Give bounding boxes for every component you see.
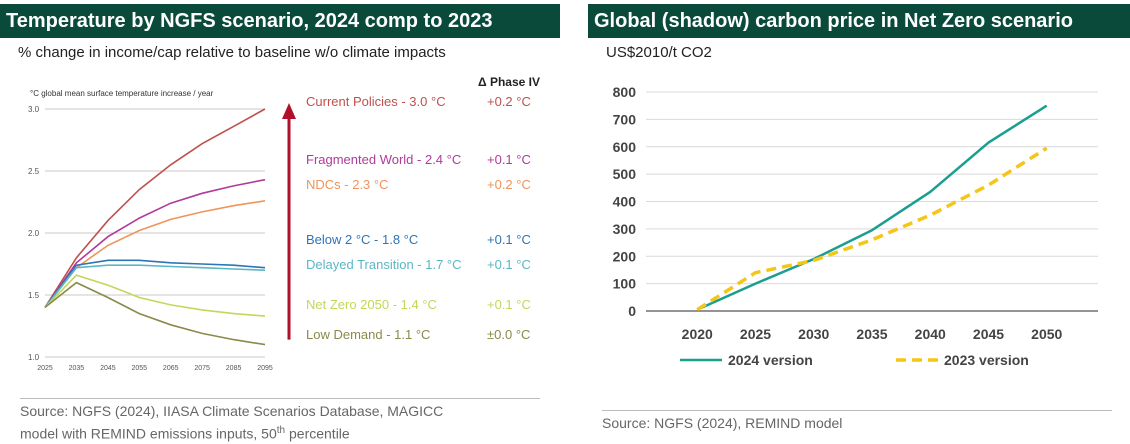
right-chart-title: Global (shadow) carbon price in Net Zero…: [588, 4, 1130, 38]
temp-series-line: [44, 281, 266, 346]
price-y-tick-label: 100: [613, 276, 637, 292]
scenario-delta: +0.2 °C: [487, 94, 531, 109]
left-source-line2: model with REMIND emissions inputs, 50: [20, 425, 277, 442]
temp-x-tick-label: 2035: [69, 365, 85, 372]
scenario-delta: +0.1 °C: [487, 297, 531, 312]
scenario-label: Below 2 °C - 1.8 °C: [306, 232, 418, 247]
price-x-tick-label: 2030: [798, 326, 829, 342]
price-y-tick-label: 600: [613, 139, 637, 155]
left-source-line1: Source: NGFS (2024), IIASA Climate Scena…: [20, 403, 444, 419]
temp-y-tick-label: 1.0: [28, 353, 40, 362]
scenario-delta: ±0.0 °C: [487, 327, 530, 342]
temp-series-line: [44, 200, 266, 308]
temp-x-tick-label: 2055: [131, 365, 147, 372]
left-source-line2-end: percentile: [285, 425, 350, 442]
left-chart-subtitle: % change in income/cap relative to basel…: [18, 44, 446, 61]
temp-x-tick-label: 2025: [37, 365, 53, 372]
scenario-delta: +0.1 °C: [487, 232, 531, 247]
price-y-tick-label: 700: [613, 111, 637, 127]
scenario-label: Net Zero 2050 - 1.4 °C: [306, 297, 437, 312]
price-x-tick-label: 2050: [1031, 326, 1062, 342]
price-x-tick-label: 2045: [973, 326, 1004, 342]
left-panel: Temperature by NGFS scenario, 2024 comp …: [0, 4, 560, 443]
temp-x-tick-label: 2075: [194, 365, 210, 372]
temp-series-line: [44, 259, 266, 308]
price-y-tick-label: 400: [613, 194, 637, 210]
price-y-tick-label: 200: [613, 248, 637, 264]
temp-x-tick-label: 2085: [226, 365, 242, 372]
scenario-delta: +0.1 °C: [487, 152, 531, 167]
series-line-2024: [696, 104, 1048, 311]
price-x-tick-label: 2020: [682, 326, 713, 342]
right-source: Source: NGFS (2024), REMIND model: [602, 410, 1112, 433]
temp-x-tick-label: 2065: [163, 365, 179, 372]
series-line-2023: [696, 146, 1048, 312]
scenario-label: Fragmented World - 2.4 °C: [306, 152, 461, 167]
right-panel: Global (shadow) carbon price in Net Zero…: [588, 4, 1130, 443]
scenario-label: Low Demand - 1.1 °C: [306, 327, 430, 342]
scenario-delta: +0.1 °C: [487, 257, 531, 272]
temp-x-tick-label: 2095: [257, 365, 273, 372]
temp-y-tick-label: 3.0: [28, 105, 40, 114]
temp-series-line: [44, 274, 266, 317]
scenario-label: Delayed Transition - 1.7 °C: [306, 257, 462, 272]
price-x-tick-label: 2035: [856, 326, 887, 342]
temp-y-tick-label: 2.5: [28, 167, 40, 176]
temp-series-line: [44, 108, 266, 308]
left-chart-title: Temperature by NGFS scenario, 2024 comp …: [0, 4, 560, 38]
carbon-price-chart: 0 100 200 300 400 500 600 700 800 2020 2025 2030 203…: [613, 84, 1098, 368]
price-y-tick-label: 0: [628, 303, 636, 319]
price-x-tick-label: 2025: [740, 326, 771, 342]
temp-series-line: [44, 264, 266, 308]
temp-y-tick-label: 1.5: [28, 291, 40, 300]
scenario-arrow-head: [282, 103, 296, 119]
price-x-tick-label: 2040: [915, 326, 946, 342]
temp-y-tick-label: 2.0: [28, 229, 40, 238]
scenario-delta: +0.2 °C: [487, 177, 531, 192]
scenario-label: NDCs - 2.3 °C: [306, 177, 389, 192]
left-source: Source: NGFS (2024), IIASA Climate Scena…: [20, 398, 540, 444]
temp-x-tick-label: 2045: [100, 365, 116, 372]
price-y-tick-label: 800: [613, 84, 637, 100]
temperature-chart: °C global mean surface temperature incre…: [28, 75, 540, 372]
legend-label: 2024 version: [728, 352, 813, 368]
price-y-tick-label: 300: [613, 221, 637, 237]
right-chart-ylabel: US$2010/t CO2: [606, 44, 712, 61]
temperature-axis-label: °C global mean surface temperature incre…: [30, 89, 214, 98]
delta-phase-header: Δ Phase IV: [478, 75, 540, 89]
left-source-sup: th: [276, 425, 286, 436]
temp-series-line: [44, 178, 266, 308]
legend-label: 2023 version: [944, 352, 1029, 368]
scenario-label: Current Policies - 3.0 °C: [306, 94, 446, 109]
price-y-tick-label: 500: [613, 166, 637, 182]
